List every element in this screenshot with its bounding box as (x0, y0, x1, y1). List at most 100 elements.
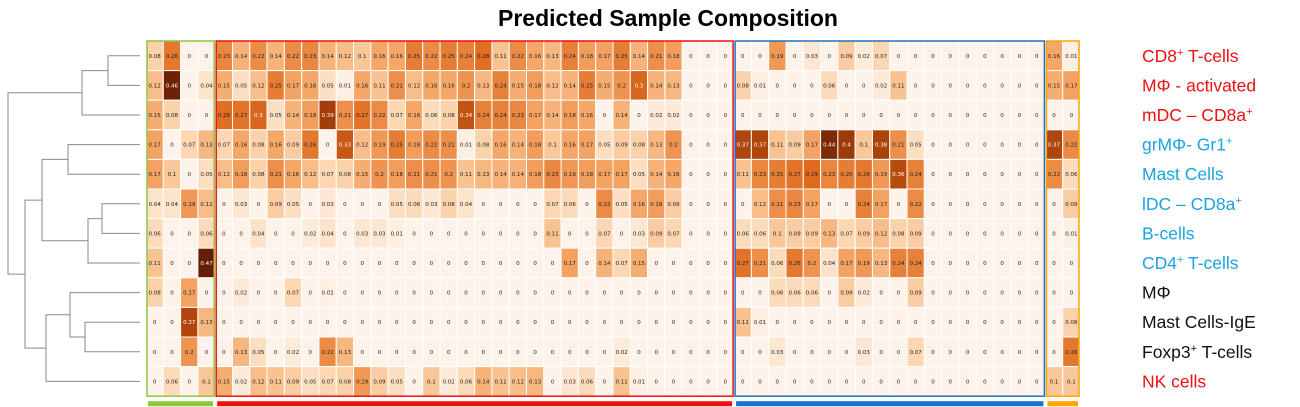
cell-value-label: 0 (430, 231, 434, 237)
cell-value-label: 0 (205, 350, 209, 356)
cell-value-label: 0.17 (149, 172, 162, 178)
cell-value-label: 0 (447, 231, 451, 237)
group-bar-red (217, 401, 733, 407)
cell-value-label: 0.14 (650, 83, 663, 89)
group-box-red (215, 40, 734, 397)
cell-value-label: 0 (603, 113, 607, 119)
cell-value-label: 0 (966, 291, 970, 297)
cell-value-label: 0 (447, 320, 451, 326)
cell-value-label: 0.02 (858, 54, 870, 60)
cell-value-label: 0 (914, 113, 918, 119)
cell-value-label: 0 (326, 143, 330, 149)
cell-value-label: 0 (516, 291, 520, 297)
cell-value-label: 0.12 (512, 379, 524, 385)
cell-value-label: 0 (1000, 320, 1004, 326)
cell-value-label: 0 (689, 172, 693, 178)
cell-value-label: 0 (378, 291, 382, 297)
cell-value-label: 0 (810, 83, 814, 89)
row-label: MΦ (1142, 283, 1171, 303)
cell-value-label: 0.15 (218, 379, 231, 385)
cell-value-label: 0 (499, 350, 503, 356)
cell-value-label: 0.13 (200, 320, 213, 326)
row-label: grMΦ- Gr1+ (1142, 135, 1232, 155)
cell-value-label: 0 (897, 320, 901, 326)
cell-value-label: 0 (862, 320, 866, 326)
cell-value-label: 0 (724, 379, 728, 385)
cell-value-label: 0 (291, 231, 295, 237)
cell-value-label: 0 (862, 379, 866, 385)
cell-value-label: 0 (1018, 172, 1022, 178)
cell-value-label: 0 (430, 350, 434, 356)
cell-value-label: 0.11 (737, 172, 749, 178)
cell-value-label: 0 (758, 350, 762, 356)
cell-value-label: 0.26 (858, 172, 871, 178)
cell-value-label: 0 (706, 143, 710, 149)
cell-value-label: 0.16 (408, 113, 421, 119)
cell-value-label: 0.16 (373, 54, 386, 60)
cell-value-label: 0.02 (616, 350, 628, 356)
cell-value-label: 0.21 (391, 83, 403, 89)
cell-value-label: 0 (897, 350, 901, 356)
cell-value-label: 0.09 (806, 231, 819, 237)
cell-value-label: 0.18 (564, 113, 577, 119)
cell-value-label: 0.14 (270, 54, 283, 60)
row-label: B-cells (1142, 223, 1195, 243)
cell-value-label: 0 (966, 172, 970, 178)
cell-value-label: 0 (1052, 320, 1056, 326)
group-bars (148, 401, 1078, 407)
cell-value-label: 0 (239, 261, 243, 267)
cell-value-label: 0.21 (892, 143, 904, 149)
cell-value-label: 0 (637, 320, 641, 326)
cell-value-label: 0.44 (823, 143, 836, 149)
cell-value-label: 0.11 (373, 83, 385, 89)
cell-value-label: 0 (879, 291, 883, 297)
cell-value-label: 0.09 (650, 231, 663, 237)
cell-value-label: 0.47 (200, 261, 213, 267)
cell-value-label: 0.16 (235, 143, 248, 149)
cell-value-label: 0 (724, 83, 728, 89)
cell-value-label: 0.15 (633, 261, 646, 267)
cell-value-label: 0 (603, 379, 607, 385)
cell-value-label: 0.15 (149, 113, 162, 119)
cell-value-label: 0.13 (823, 231, 836, 237)
cell-value-label: 0 (412, 320, 416, 326)
cell-value-label: 0 (1035, 320, 1039, 326)
cell-value-label: 0 (187, 379, 191, 385)
cell-value-label: 0 (914, 379, 918, 385)
cell-value-label: 0.25 (391, 143, 404, 149)
cell-value-label: 0.21 (650, 54, 662, 60)
cell-value-label: 0 (931, 202, 935, 208)
cell-value-label: 0.14 (598, 261, 611, 267)
cell-value-label: 0.09 (287, 379, 300, 385)
cell-value-label: 0 (395, 350, 399, 356)
cell-value-label: 0 (741, 202, 745, 208)
cell-value-label: 0 (810, 320, 814, 326)
cell-value-label: 0 (706, 379, 710, 385)
cell-value-label: 0.22 (910, 202, 922, 208)
cell-value-label: 0 (827, 113, 831, 119)
cell-value-label: 0.03 (564, 379, 577, 385)
cell-value-label: 0 (257, 291, 261, 297)
cell-value-label: 0.11 (494, 379, 506, 385)
cell-value-label: 0 (897, 291, 901, 297)
dendrogram-branch (107, 55, 140, 86)
cell-value-label: 0 (654, 291, 658, 297)
cell-value-label: 0 (274, 291, 278, 297)
cell-value-label: 0 (482, 202, 486, 208)
cell-value-label: 0.04 (321, 231, 334, 237)
cell-value-label: 0 (291, 261, 295, 267)
cell-value-label: 0.13 (875, 261, 888, 267)
cell-value-label: 0.12 (356, 143, 368, 149)
cell-value-label: 0.08 (477, 143, 490, 149)
cell-value-label: 0 (153, 320, 157, 326)
cell-value-label: 0.02 (650, 113, 662, 119)
cell-value-label: 0.12 (252, 83, 264, 89)
cell-value-label: 0 (499, 291, 503, 297)
cell-value-label: 0.29 (806, 172, 819, 178)
cell-value-label: 0.07 (218, 143, 231, 149)
cell-value-label: 0.14 (321, 54, 334, 60)
group-boxes (146, 40, 1080, 397)
group-bar-green (148, 401, 214, 407)
cell-value-label: 0.22 (321, 350, 333, 356)
cell-value-label: 0 (862, 113, 866, 119)
